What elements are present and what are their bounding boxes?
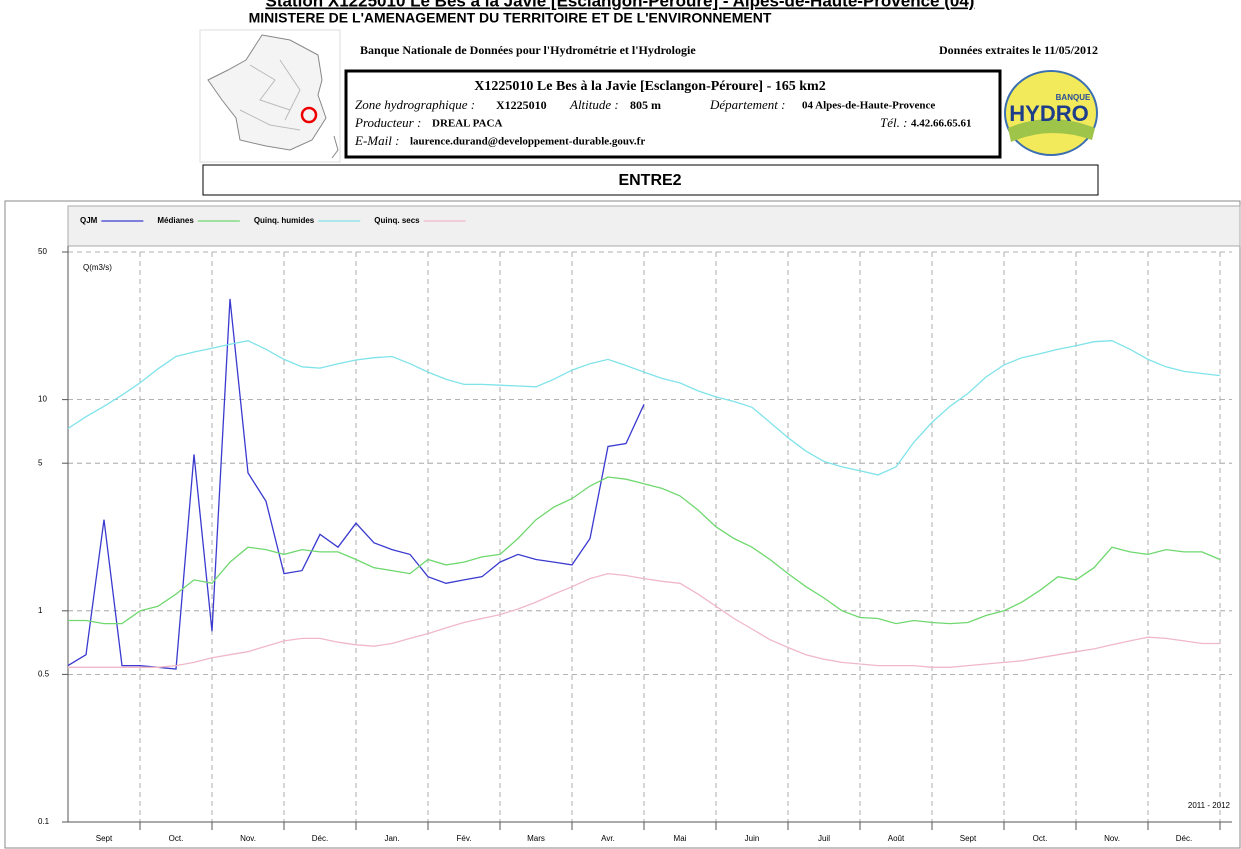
hydro-logo: BANQUE HYDRO <box>1004 70 1098 156</box>
altitude-label: Altitude : <box>569 97 619 112</box>
x-tick-label: Jan. <box>384 834 399 843</box>
series-line <box>68 572 1220 668</box>
legend-label: Médianes <box>157 216 194 225</box>
departement: 04 Alpes-de-Haute-Provence <box>802 100 935 112</box>
logo-small: BANQUE <box>1056 93 1091 102</box>
x-tick-label: Mars <box>527 834 545 843</box>
series-line <box>67 340 1221 476</box>
x-tick-label: Mai <box>674 834 687 843</box>
x-tick-label: Sept <box>960 834 977 843</box>
x-tick-label: Juin <box>745 834 760 843</box>
producteur-label: Producteur : <box>354 115 421 130</box>
x-tick-label: Sept <box>96 834 113 843</box>
x-tick-label: Avr. <box>601 834 615 843</box>
plot-area <box>67 298 1221 670</box>
ministry: MINISTERE DE L'AMENAGEMENT DU TERRITOIRE… <box>249 10 772 26</box>
chart-frame <box>4 200 1241 849</box>
y-tick-label: 50 <box>38 247 47 256</box>
producteur: DREAL PACA <box>432 118 502 130</box>
station-marker <box>300 106 318 124</box>
legend-label: Quinq. secs <box>374 216 420 225</box>
series-line <box>67 298 645 670</box>
tel: 4.42.66.65.61 <box>911 118 972 130</box>
departement-label: Département : <box>709 97 785 112</box>
period-label: 2011 - 2012 <box>1188 801 1231 810</box>
section-box <box>202 164 1099 196</box>
logo-text: HYDRO <box>1009 101 1088 126</box>
logo-band <box>1008 119 1095 142</box>
y-tick-label: 1 <box>38 606 43 615</box>
axes: 0.1 0.5 1 5 10 50 Sept Oct. Nov. Déc. Jan. Fév. Mars… <box>38 246 1232 843</box>
x-tick-label: Oct. <box>169 834 184 843</box>
email: laurence.durand@developpement-durable.go… <box>410 136 645 148</box>
x-tick-label: Nov. <box>240 834 256 843</box>
station-name: X1225010 Le Bes à la Javie [Esclangon-Pé… <box>474 79 825 94</box>
email-label: E-Mail : <box>354 133 399 148</box>
y-tick-label: 5 <box>38 458 43 467</box>
extraction-date: Données extraites le 11/05/2012 <box>939 43 1098 57</box>
map-outline <box>207 34 327 151</box>
x-tick-label: Nov. <box>1104 834 1120 843</box>
x-tick-label: Juil <box>818 834 830 843</box>
y-tick-label: 0.5 <box>38 669 50 678</box>
altitude: 805 m <box>630 98 661 112</box>
legend: QJM Médianes Quinq. humides Quinq. secs <box>80 216 466 225</box>
map-rivers <box>239 59 301 131</box>
legend-label: QJM <box>80 216 98 225</box>
zone: X1225010 <box>496 98 547 112</box>
x-tick-label: Déc. <box>312 834 328 843</box>
grid <box>68 251 1232 823</box>
y-tick-label: 0.1 <box>38 817 50 826</box>
y-tick-label: 10 <box>38 395 47 404</box>
x-tick-label: Août <box>888 834 905 843</box>
x-tick-label: Déc. <box>1176 834 1192 843</box>
france-map <box>199 29 341 163</box>
legend-box <box>67 205 1241 247</box>
map-corsica <box>331 135 339 159</box>
zone-label: Zone hydrographique : <box>355 97 475 112</box>
x-tick-label: Fév. <box>457 834 472 843</box>
bank-name: Banque Nationale de Données pour l'Hydro… <box>360 43 696 57</box>
tel-label: Tél. : <box>880 115 907 130</box>
y-axis-label: Q(m3/s) <box>83 263 112 272</box>
station-box <box>344 69 1002 159</box>
section-title: ENTRE2 <box>618 172 681 189</box>
series-line <box>68 476 1221 625</box>
legend-label: Quinq. humides <box>254 216 315 225</box>
station-title: Station X1225010 Le Bès à la Javie [Escl… <box>266 0 975 10</box>
x-tick-label: Oct. <box>1033 834 1048 843</box>
